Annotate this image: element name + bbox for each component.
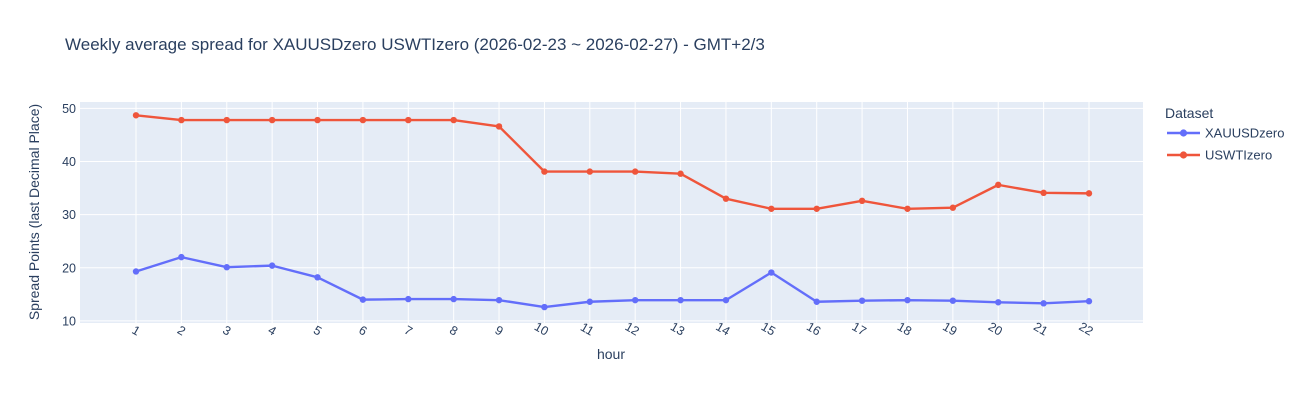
series-point[interactable] <box>1040 189 1047 197</box>
x-tick-label: 22 <box>1076 320 1095 339</box>
x-tick-label: 18 <box>895 320 914 339</box>
legend: Dataset XAUUSDzero USWTIzero <box>1165 105 1284 163</box>
series-point[interactable] <box>768 269 775 276</box>
y-axis-tick-labels: 10 20 30 40 50 <box>62 102 76 329</box>
legend-item-xauusdzero[interactable]: XAUUSDzero <box>1167 126 1284 141</box>
x-tick-label: 10 <box>532 320 551 339</box>
y-tick-label: 10 <box>62 314 76 328</box>
series-point[interactable] <box>359 296 367 303</box>
series-point[interactable] <box>223 116 230 124</box>
series-point[interactable] <box>223 264 230 271</box>
series-point[interactable] <box>132 112 140 119</box>
series-point[interactable] <box>813 205 820 212</box>
legend-item-label: USWTIzero <box>1205 148 1272 163</box>
x-tick-label: 21 <box>1031 320 1050 339</box>
x-tick-label: 20 <box>986 320 1005 339</box>
series-point[interactable] <box>405 116 412 124</box>
series-point[interactable] <box>314 274 321 281</box>
series-point[interactable] <box>359 116 367 124</box>
x-tick-label: 14 <box>713 320 732 339</box>
series-point[interactable] <box>495 296 503 304</box>
x-tick-label: 16 <box>804 320 823 339</box>
plot-background <box>80 102 1143 323</box>
series-point[interactable] <box>995 299 1002 306</box>
legend-marker-icon <box>1179 151 1188 159</box>
series-point[interactable] <box>450 295 457 303</box>
legend-item-label: XAUUSDzero <box>1205 126 1284 141</box>
series-point[interactable] <box>858 297 866 304</box>
series-point[interactable] <box>677 170 684 177</box>
series-point[interactable] <box>858 197 866 205</box>
chart-title: Weekly average spread for XAUUSDzero USW… <box>65 35 765 54</box>
series-point[interactable] <box>722 195 730 202</box>
series-line <box>135 255 1090 309</box>
x-axis-title: hour <box>597 346 625 362</box>
series-point[interactable] <box>314 116 321 124</box>
x-tick-label: 19 <box>940 320 959 339</box>
series-point[interactable] <box>768 205 775 212</box>
series-point[interactable] <box>631 168 639 175</box>
y-axis-title: Spread Points (last Decimal Place) <box>26 104 42 320</box>
gridlines <box>80 102 1143 323</box>
series-uswtizero <box>132 112 1093 212</box>
y-tick-label: 20 <box>62 261 76 275</box>
legend-title: Dataset <box>1165 105 1213 121</box>
series-point[interactable] <box>677 296 684 304</box>
series-point[interactable] <box>132 268 140 275</box>
series-point[interactable] <box>405 295 412 303</box>
series-point[interactable] <box>268 262 276 269</box>
x-tick-label: 13 <box>668 320 687 339</box>
y-tick-label: 40 <box>62 155 76 169</box>
series-point[interactable] <box>268 116 276 124</box>
series-point[interactable] <box>1085 298 1093 305</box>
legend-item-uswtizero[interactable]: USWTIzero <box>1167 148 1272 163</box>
series-point[interactable] <box>541 168 548 175</box>
series-point[interactable] <box>1040 300 1047 307</box>
series-point[interactable] <box>450 116 457 124</box>
series-point[interactable] <box>813 298 820 305</box>
x-tick-label: 17 <box>850 320 869 339</box>
series-point[interactable] <box>1085 190 1093 197</box>
series-point[interactable] <box>495 123 503 130</box>
series-point[interactable] <box>541 303 548 311</box>
series-point[interactable] <box>178 116 185 124</box>
series-point[interactable] <box>586 298 594 305</box>
series-point[interactable] <box>995 181 1002 189</box>
series-point[interactable] <box>178 253 185 261</box>
series-point[interactable] <box>722 296 730 304</box>
x-tick-label: 11 <box>578 320 596 339</box>
series-xauusdzero <box>132 253 1093 311</box>
series-point[interactable] <box>586 168 594 175</box>
series-point[interactable] <box>904 205 911 212</box>
series-container <box>132 112 1093 311</box>
y-tick-label: 30 <box>62 208 76 222</box>
x-tick-label: 15 <box>759 320 778 339</box>
series-point[interactable] <box>949 204 957 211</box>
series-point[interactable] <box>949 297 957 304</box>
y-tick-label: 50 <box>62 102 76 116</box>
series-line <box>135 114 1090 210</box>
series-point[interactable] <box>631 296 639 304</box>
series-point[interactable] <box>904 296 911 304</box>
legend-marker-icon <box>1179 129 1188 137</box>
x-tick-label: 12 <box>623 320 642 339</box>
